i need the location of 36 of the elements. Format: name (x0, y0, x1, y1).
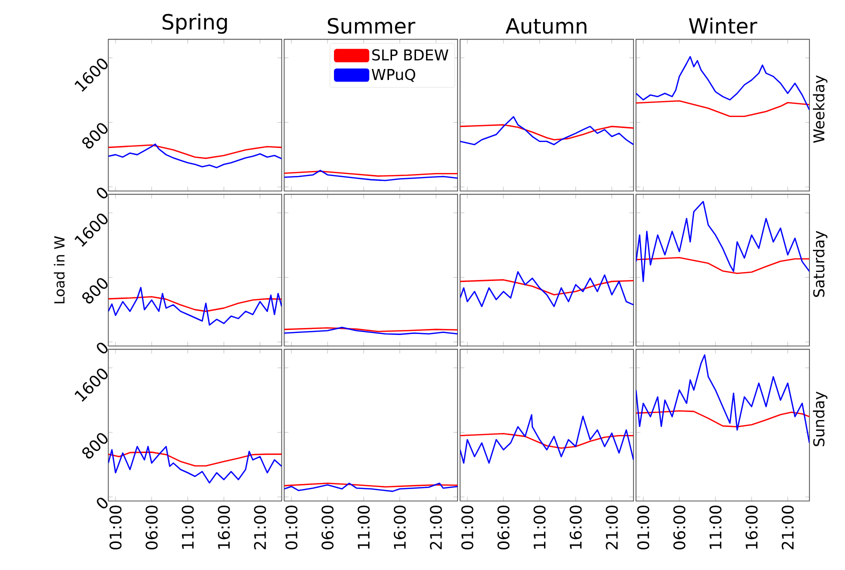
chart-title: Summer (328, 18, 416, 34)
y2-axis-title: Sunday (812, 392, 828, 446)
x-tick-label: 11:00 (182, 506, 194, 549)
x-tick-label: 06:00 (146, 506, 158, 550)
x-tick-label: 06:00 (673, 506, 686, 550)
y-tick-label: 800 (82, 433, 108, 459)
y2-axis-title: Weekday (812, 75, 828, 143)
x-tick-label: 11:00 (534, 506, 546, 549)
y-axis-title: Load in W (54, 236, 65, 304)
x-tick-label: 16:00 (746, 506, 758, 549)
x-tick-label: 01:00 (461, 506, 474, 550)
x-tick-label: 01:00 (285, 506, 298, 550)
y-tick-label: 800 (82, 278, 108, 304)
x-tick-label: 21:00 (782, 506, 794, 550)
y-tick-label: 0 (96, 498, 108, 508)
x-tick-label: 06:00 (322, 506, 334, 550)
x-tick-label: 16:00 (394, 506, 406, 549)
x-tick-label: 01:00 (637, 506, 650, 550)
x-tick-label: 21:00 (254, 506, 266, 550)
x-tick-label: 21:00 (606, 506, 618, 550)
x-tick-label: 11:00 (709, 506, 722, 549)
x-tick-label: 16:00 (218, 506, 230, 549)
x-tick-label: 06:00 (497, 506, 510, 550)
chart-title: Autumn (506, 18, 586, 34)
legend-label: SLP BDEW (372, 49, 448, 61)
y-tick-label: 0 (96, 188, 108, 198)
chart-title: Winter (688, 18, 758, 34)
legend-label: WPuQ (372, 68, 416, 82)
y2-axis-title: Saturday (812, 230, 828, 297)
x-tick-label: 21:00 (430, 506, 442, 550)
y-tick-label: 800 (82, 123, 108, 149)
x-tick-label: 01:00 (110, 506, 122, 550)
x-tick-label: 11:00 (358, 506, 370, 549)
y-tick-label: 0 (96, 342, 108, 354)
x-tick-label: 16:00 (570, 506, 582, 549)
chart-title: Spring (162, 14, 227, 34)
